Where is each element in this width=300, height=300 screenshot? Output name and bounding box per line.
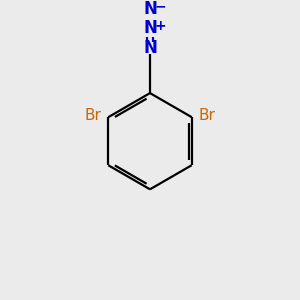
Text: +: + (154, 19, 166, 33)
Text: Br: Br (198, 108, 215, 123)
Text: −: − (154, 0, 166, 14)
Text: N: N (143, 0, 157, 18)
Text: N: N (143, 39, 157, 57)
Text: Br: Br (85, 108, 102, 123)
Text: N: N (143, 19, 157, 37)
